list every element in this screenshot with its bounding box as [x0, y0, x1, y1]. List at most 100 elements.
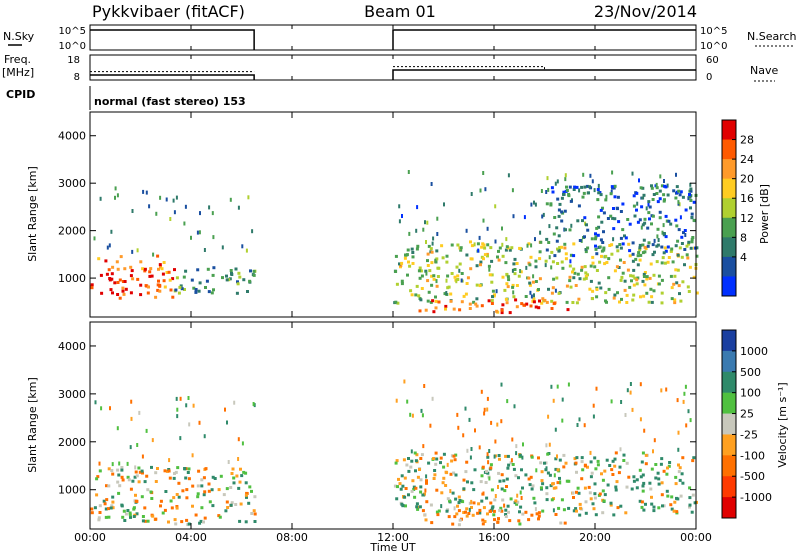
- data-cell: [98, 504, 102, 508]
- data-cell: [122, 509, 126, 513]
- colorbar-swatch: [722, 413, 736, 435]
- data-cell: [506, 399, 509, 404]
- data-cell: [462, 433, 465, 438]
- data-cell: [652, 273, 656, 277]
- data-cell: [659, 462, 663, 466]
- data-cell: [105, 498, 109, 502]
- data-cell: [576, 423, 579, 427]
- data-cell: [468, 417, 471, 422]
- data-cell: [583, 265, 587, 269]
- data-cell: [581, 468, 585, 472]
- data-cell: [404, 504, 407, 508]
- data-cell: [638, 218, 642, 222]
- data-cell: [658, 197, 662, 201]
- data-cell: [541, 482, 545, 486]
- data-cell: [226, 420, 228, 425]
- data-cell: [402, 458, 406, 462]
- data-cell: [519, 490, 522, 495]
- data-cell: [179, 396, 182, 401]
- data-cell: [629, 382, 632, 386]
- data-cell: [537, 306, 541, 310]
- data-cell: [554, 457, 558, 461]
- data-cell: [527, 518, 531, 522]
- colorbar-swatch: [722, 217, 736, 238]
- data-cell: [176, 466, 180, 470]
- data-cell: [479, 480, 483, 484]
- data-cell: [653, 238, 656, 243]
- data-cell: [534, 259, 538, 263]
- freq-tick-top: 18: [67, 55, 80, 66]
- data-cell: [572, 496, 575, 499]
- data-cell: [516, 500, 520, 504]
- data-cell: [593, 188, 596, 193]
- data-cell: [656, 200, 660, 204]
- data-cell: [520, 468, 523, 472]
- data-cell: [464, 406, 467, 411]
- data-cell: [540, 301, 544, 305]
- data-cell: [248, 485, 252, 489]
- data-cell: [642, 238, 646, 242]
- data-cell: [445, 254, 449, 258]
- data-cell: [475, 304, 479, 308]
- data-cell: [157, 267, 160, 271]
- data-cell: [626, 388, 629, 393]
- data-cell: [670, 297, 674, 301]
- data-cell: [582, 172, 585, 177]
- data-cell: [225, 274, 228, 278]
- data-cell: [466, 480, 469, 484]
- data-cell: [649, 287, 653, 291]
- data-cell: [173, 472, 176, 475]
- data-cell: [406, 248, 410, 252]
- data-cell: [591, 297, 594, 301]
- data-cell: [480, 389, 483, 394]
- data-cell: [483, 407, 486, 412]
- data-cell: [472, 488, 476, 492]
- data-cell: [478, 508, 482, 512]
- data-cell: [458, 499, 462, 502]
- data-cell: [586, 465, 589, 469]
- data-cell: [557, 249, 561, 253]
- data-cell: [425, 240, 427, 244]
- data-cell: [490, 299, 494, 302]
- data-cell: [146, 488, 150, 492]
- data-cell: [415, 284, 419, 288]
- data-cell: [518, 522, 522, 526]
- data-cell: [586, 228, 590, 232]
- data-cell: [231, 467, 235, 471]
- data-cell: [481, 522, 485, 526]
- data-cell: [571, 270, 574, 274]
- data-cell: [473, 242, 476, 247]
- data-cell: [161, 272, 165, 276]
- data-cell: [504, 515, 508, 518]
- data-cell: [591, 289, 595, 293]
- data-cell: [683, 229, 687, 232]
- data-cell: [688, 195, 692, 199]
- data-cell: [640, 505, 644, 509]
- data-cell: [504, 261, 508, 265]
- data-cell: [663, 261, 667, 265]
- data-cell: [163, 469, 167, 473]
- data-cell: [556, 384, 559, 389]
- data-cell: [115, 260, 119, 264]
- data-cell: [575, 509, 578, 513]
- data-cell: [667, 464, 671, 468]
- data-cell: [447, 285, 451, 289]
- data-cell: [235, 474, 239, 478]
- data-cell: [619, 210, 623, 213]
- data-cell: [232, 476, 236, 480]
- data-cell: [472, 300, 476, 304]
- data-cell: [468, 307, 472, 310]
- data-cell: [672, 189, 676, 193]
- data-cell: [667, 219, 671, 223]
- data-cell: [394, 461, 398, 465]
- data-cell: [632, 479, 636, 483]
- data-cell: [690, 240, 694, 244]
- data-cell: [414, 486, 418, 490]
- data-cell: [625, 293, 629, 297]
- data-cell: [690, 212, 694, 216]
- data-cell: [570, 223, 573, 228]
- data-cell: [100, 291, 104, 295]
- data-cell: [592, 403, 595, 408]
- data-cell: [596, 463, 600, 467]
